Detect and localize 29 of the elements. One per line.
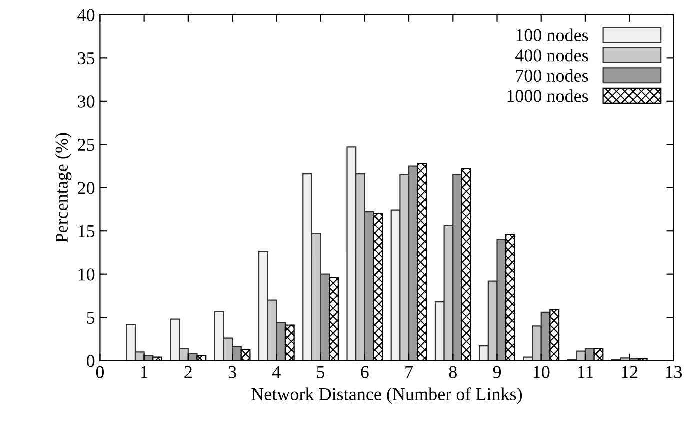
- y-tick-label: 10: [78, 268, 95, 281]
- y-tick-label: 25: [78, 138, 95, 152]
- y-axis-title: Percentage (%): [55, 133, 72, 243]
- x-tick-label: 1: [141, 366, 148, 378]
- x-tick-label: 13: [666, 366, 682, 378]
- legend-label: 1000 nodes: [508, 90, 588, 102]
- x-tick-label: 6: [361, 366, 369, 378]
- y-tick-label: 5: [87, 312, 95, 324]
- legend-label: 400 nodes: [515, 49, 588, 62]
- x-tick-label: 9: [493, 366, 502, 378]
- x-axis-title: Network Distance (Number of Links): [252, 388, 522, 404]
- x-tick-label: 5: [317, 366, 325, 378]
- x-tick-label: 4: [272, 366, 281, 378]
- y-tick-label: 20: [78, 182, 95, 194]
- x-tick-label: 12: [622, 366, 638, 378]
- legend-label: 100 nodes: [516, 28, 588, 42]
- x-tick-label: 0: [96, 366, 104, 378]
- x-tick-label: 3: [228, 366, 236, 378]
- x-tick-label: 7: [406, 366, 414, 378]
- legend-label: 700 nodes: [516, 69, 588, 82]
- x-tick-label: 8: [449, 366, 457, 378]
- y-tick-label: 0: [86, 355, 95, 368]
- x-tick-label: 11: [578, 366, 594, 378]
- y-tick-label: 40: [78, 9, 95, 22]
- y-tick-label: 35: [78, 52, 95, 65]
- y-tick-label: 15: [78, 225, 95, 238]
- y-tick-label: 30: [78, 96, 95, 108]
- x-tick-label: 10: [534, 366, 550, 378]
- x-tick-label: 2: [184, 366, 192, 378]
